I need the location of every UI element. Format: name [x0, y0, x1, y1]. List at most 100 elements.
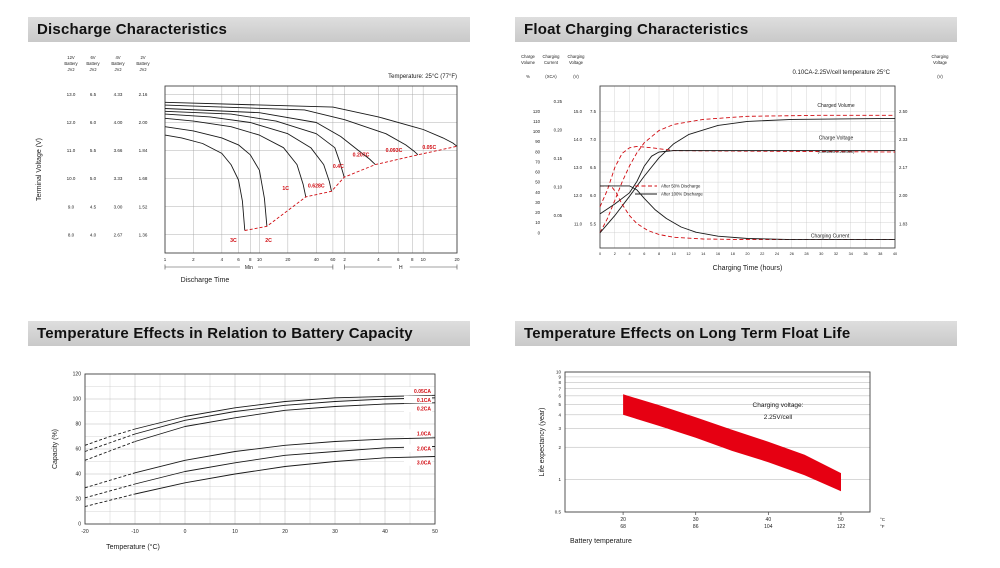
discharge-curve-1C [164, 117, 307, 197]
left-tick-label: 40 [535, 190, 540, 195]
rate-label-2C: 2C [265, 238, 272, 244]
left-axis-unit: (V) [573, 74, 579, 79]
discharge-curve-3C [164, 134, 246, 231]
discharge-curve-0.628C [164, 113, 332, 192]
x-tick-label: 18 [731, 252, 735, 256]
y-tick-label: 1.84 [139, 148, 148, 153]
x-tick-label: 1 [164, 257, 167, 262]
left-tick-label: 15.0 [574, 109, 583, 114]
right-axis-header: Charging [932, 54, 950, 59]
x-tick-fahrenheit: 86 [693, 524, 699, 530]
series-label-0.2CA: 0.2CA [417, 407, 432, 413]
capacity-curve-dash-0.05CA [84, 428, 136, 446]
x-tick-label: 16 [716, 252, 720, 256]
x-unit-fahrenheit: °F [880, 524, 885, 529]
series-label-bg [404, 444, 432, 452]
plot-label: Charge Voltage [819, 135, 854, 141]
left-tick-label: 7.0 [590, 137, 597, 142]
left-tick-label: 90 [535, 139, 540, 144]
left-tick-label: 0.20 [554, 127, 563, 132]
capacity-curve-0.05CA [134, 394, 436, 430]
x-tick-label: 10 [421, 257, 427, 262]
section-header-float-life: Temperature Effects on Long Term Float L… [515, 321, 957, 346]
left-tick-label: 6.5 [590, 165, 597, 170]
left-tick-label: 30 [535, 200, 540, 205]
y-tick-label: 13.0 [67, 92, 76, 97]
x-axis-title: Battery temperature [570, 538, 632, 545]
capacity-curve-3.0CA [134, 456, 436, 495]
y-tick-label: 8 [558, 380, 561, 385]
capacity-curve-dash-0.1CA [84, 433, 136, 452]
legend-label: After 100% Discharge [661, 192, 703, 197]
x-tick-label: 60 [330, 257, 336, 262]
left-tick-label: 0.05 [554, 213, 563, 218]
y-column-header: Battery [86, 61, 100, 66]
y-tick-label: 1.68 [139, 176, 148, 181]
legend-label: After 50% Discharge [661, 184, 701, 189]
x-tick-label: 4 [221, 257, 224, 262]
x-tick-label: 50 [432, 529, 438, 535]
left-tick-label: 10 [535, 220, 540, 225]
y-tick-label: 6.0 [90, 120, 97, 125]
x-tick-label: 22 [760, 252, 764, 256]
x-tick-label: 8 [249, 257, 252, 262]
x-tick-label: -10 [131, 529, 138, 535]
left-tick-label: 120 [533, 109, 541, 114]
left-tick-label: 5.5 [590, 221, 597, 226]
y-axis-title: Life expectancy (year) [539, 408, 546, 477]
y-tick-label: 3.00 [114, 204, 123, 209]
float-series-charging-current-100 [600, 185, 895, 241]
y-tick-label: 3.66 [114, 148, 123, 153]
temperature-annotation: Temperature: 25°C (77°F) [388, 74, 457, 80]
x-tick-celsius: 40 [766, 517, 772, 523]
left-tick-label: 20 [535, 210, 540, 215]
section-title-temperature-capacity: Temperature Effects in Relation to Batte… [37, 325, 413, 342]
right-axis-unit: (V) [937, 74, 943, 79]
x-tick-label: 40 [314, 257, 320, 262]
temperature-capacity-chart: -20 -10 0 10 20 30 40 50 0 20 40 60 80 100 120 Temperat… [52, 372, 438, 551]
capacity-curve-0.2CA [134, 402, 436, 442]
x-axis-title: Temperature (°C) [106, 543, 160, 551]
x-tick-label: 6 [397, 257, 400, 262]
right-axis-header: Voltage [933, 60, 948, 65]
left-tick-label: 100 [533, 129, 541, 134]
y-tick-label: 80 [75, 422, 81, 428]
left-axis-header: Charging [543, 54, 561, 59]
left-axis-unit: % [526, 74, 530, 79]
condition-annotation: 0.10CA-2.25V/cell temperature 25°C [793, 70, 891, 76]
y-tick-label: 3 [558, 426, 561, 431]
left-tick-label: 110 [533, 119, 540, 124]
left-tick-label: 14.0 [574, 137, 583, 142]
plot-border [599, 85, 896, 249]
x-tick-label: 40 [382, 529, 388, 535]
discharge-curve-0.05C [164, 101, 458, 147]
x-tick-label: 28 [804, 252, 808, 256]
y-tick-label: 60 [75, 447, 81, 453]
series-label-2.0CA: 2.0CA [417, 447, 432, 453]
y-tick-label: 4.0 [90, 232, 97, 237]
x-tick-label: 14 [701, 252, 705, 256]
x-tick-label: 26 [790, 252, 794, 256]
unit-label-bg [239, 263, 258, 271]
y-tick-label: 120 [73, 372, 82, 378]
y-column-header: 4V [115, 55, 120, 60]
left-axis-header: Current [544, 60, 559, 65]
y-tick-label: 4.33 [114, 92, 123, 97]
y-column-header: 6V [90, 55, 95, 60]
charging-voltage-annotation: Charging voltage: [753, 402, 804, 409]
discharge-characteristics-chart: 1 2 4 6 8 10 20 40 60 2 4 6 8 10 20 Min H Discharge Time 1… [36, 55, 460, 284]
y-column-header: 2V [140, 55, 145, 60]
y-tick-label: 5 [558, 402, 561, 407]
x-tick-label: 40 [893, 252, 897, 256]
right-tick-label: 2.33 [899, 137, 908, 142]
section-header-discharge: Discharge Characteristics [28, 17, 470, 42]
x-tick-label: 2 [343, 257, 346, 262]
capacity-curve-2.0CA [134, 446, 436, 485]
x-axis-title: Charging Time (hours) [713, 265, 783, 272]
x-tick-label: 2 [192, 257, 195, 262]
cutoff-locus-line [244, 145, 458, 231]
x-tick-label: 20 [454, 257, 460, 262]
y-tick-label: 7 [558, 386, 561, 391]
plot-label: (Constant 2.25v/cell) [818, 149, 855, 154]
section-header-temperature-capacity: Temperature Effects in Relation to Batte… [28, 321, 470, 346]
